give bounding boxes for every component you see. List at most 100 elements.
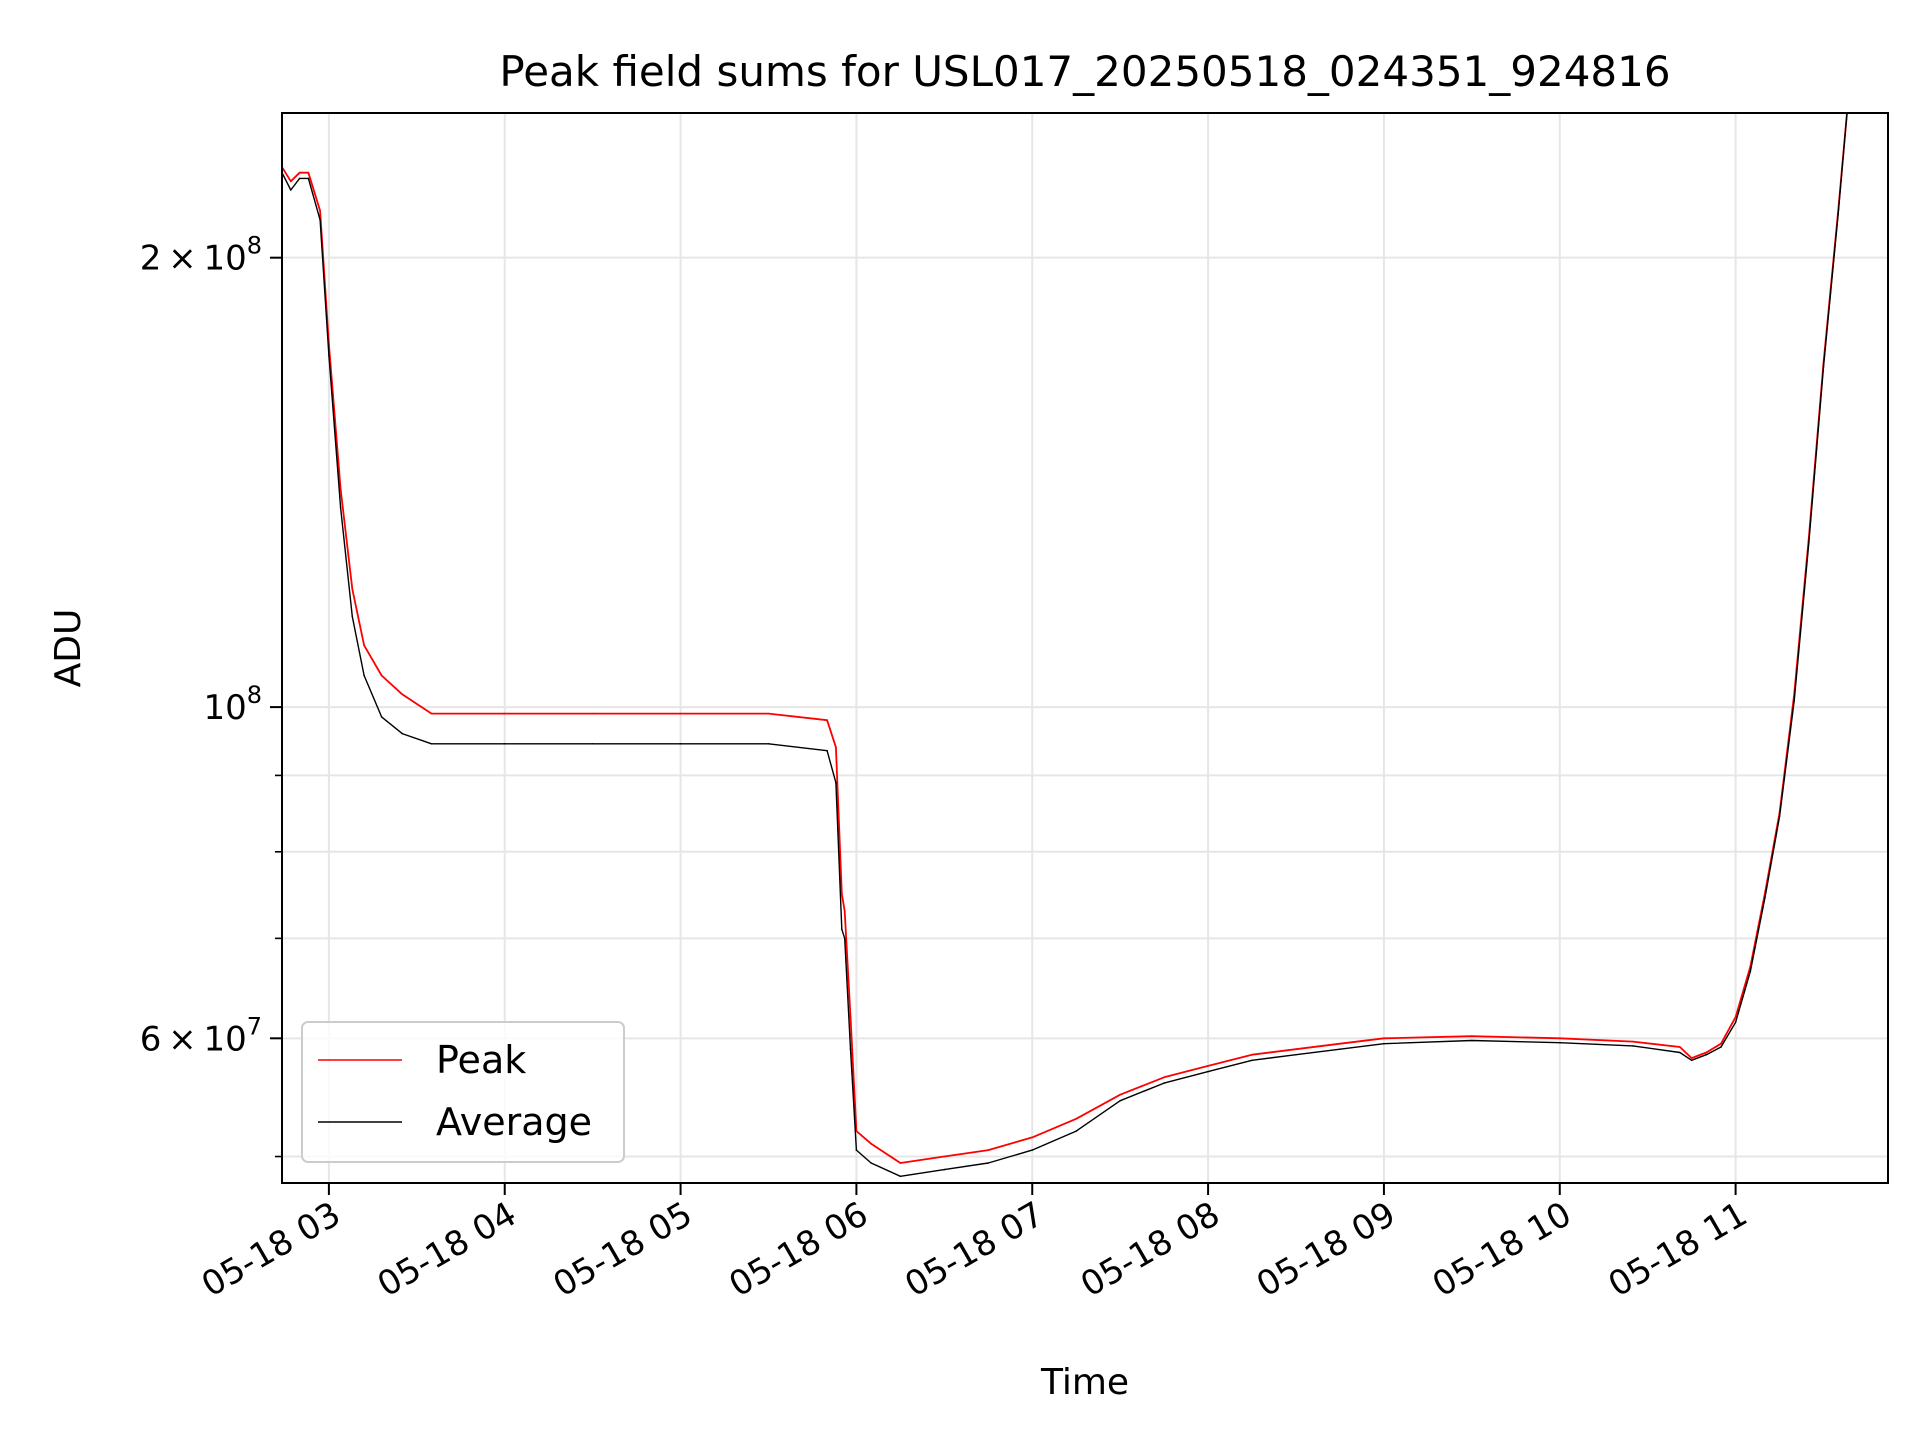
data-point-average bbox=[307, 177, 310, 180]
data-point-peak bbox=[363, 644, 365, 647]
data-point-average bbox=[855, 1149, 858, 1151]
data-point-peak bbox=[767, 712, 770, 715]
data-point-average bbox=[1383, 1042, 1385, 1045]
data-point-average bbox=[298, 177, 301, 180]
grid-layer bbox=[282, 113, 1888, 1183]
data-point-peak bbox=[1679, 1046, 1681, 1048]
data-point-average bbox=[401, 732, 404, 735]
data-point-peak bbox=[1031, 1136, 1033, 1139]
data-point-average bbox=[679, 743, 682, 745]
data-point-peak bbox=[1075, 1118, 1077, 1120]
legend: Peak Average bbox=[301, 1021, 625, 1163]
data-point-peak bbox=[1734, 1016, 1737, 1018]
data-point-average bbox=[1734, 1021, 1737, 1024]
plot-frame bbox=[281, 112, 1889, 1184]
data-point-average bbox=[899, 1175, 902, 1178]
legend-box bbox=[301, 1021, 625, 1163]
data-point-peak bbox=[591, 712, 594, 715]
data-point-average bbox=[1251, 1059, 1253, 1062]
data-point-peak bbox=[1471, 1035, 1473, 1037]
data-point-peak bbox=[1383, 1037, 1385, 1040]
y-tick-label: 2 × 108 bbox=[140, 232, 262, 279]
data-point-average bbox=[1119, 1099, 1121, 1102]
data-point-average bbox=[843, 937, 846, 940]
data-point-average bbox=[1837, 213, 1839, 215]
data-point-peak bbox=[1119, 1093, 1121, 1096]
data-point-average bbox=[1705, 1053, 1708, 1056]
data-point-average bbox=[1764, 897, 1766, 899]
data-point-peak bbox=[987, 1149, 990, 1151]
data-point-average bbox=[1559, 1041, 1561, 1044]
legend-label-peak: Peak bbox=[436, 1038, 526, 1082]
y-axis-label: ADU bbox=[48, 609, 89, 688]
data-point-average bbox=[826, 749, 828, 752]
data-point-average bbox=[943, 1168, 946, 1171]
data-point-average bbox=[987, 1162, 990, 1164]
data-point-peak bbox=[503, 712, 506, 715]
data-point-average bbox=[1207, 1070, 1209, 1073]
data-point-average bbox=[1720, 1046, 1722, 1048]
data-point-peak bbox=[380, 674, 383, 677]
data-point-average bbox=[1295, 1053, 1297, 1056]
data-point-average bbox=[1822, 366, 1825, 368]
data-point-average bbox=[328, 354, 330, 357]
data-point-peak bbox=[307, 171, 310, 174]
data-point-peak bbox=[826, 719, 828, 721]
data-point-average bbox=[363, 674, 365, 677]
data-point-average bbox=[1808, 541, 1810, 543]
y-tick-label: 108 bbox=[203, 681, 262, 728]
data-point-peak bbox=[1251, 1053, 1253, 1056]
data-point-average bbox=[591, 743, 594, 745]
data-point-average bbox=[319, 219, 321, 221]
legend-label-average: Average bbox=[436, 1100, 592, 1144]
data-point-average bbox=[380, 716, 383, 718]
data-point-average bbox=[1778, 815, 1781, 818]
data-point-average bbox=[430, 743, 433, 745]
data-point-average bbox=[767, 743, 770, 745]
data-point-peak bbox=[943, 1155, 946, 1158]
data-point-peak bbox=[1295, 1048, 1297, 1050]
data-point-peak bbox=[319, 210, 321, 212]
data-point-average bbox=[1632, 1045, 1634, 1047]
data-point-average bbox=[849, 1048, 852, 1050]
data-point-average bbox=[1075, 1130, 1077, 1132]
data-point-peak bbox=[339, 488, 342, 490]
data-point-peak bbox=[430, 712, 433, 715]
data-point-peak bbox=[298, 171, 301, 174]
data-point-peak bbox=[1705, 1051, 1708, 1054]
y-tick-label: 6 × 107 bbox=[140, 1012, 262, 1059]
data-layer bbox=[282, 113, 1848, 1178]
data-point-average bbox=[1471, 1039, 1473, 1042]
data-point-peak bbox=[679, 712, 682, 715]
data-point-average bbox=[339, 506, 342, 509]
x-axis-label: Time bbox=[1040, 1362, 1129, 1403]
data-point-peak bbox=[870, 1142, 872, 1145]
data-point-peak bbox=[1690, 1057, 1693, 1059]
data-point-average bbox=[835, 781, 837, 784]
data-point-average bbox=[1690, 1059, 1693, 1062]
data-point-peak bbox=[1339, 1042, 1341, 1045]
data-point-average bbox=[1339, 1048, 1341, 1050]
data-point-average bbox=[503, 743, 506, 745]
data-point-peak bbox=[849, 1016, 852, 1018]
data-point-average bbox=[1163, 1082, 1165, 1084]
data-point-peak bbox=[1559, 1037, 1561, 1040]
data-point-peak bbox=[841, 892, 843, 895]
chart-title: Peak field sums for USL017_20250518_0243… bbox=[499, 47, 1670, 96]
data-point-average bbox=[351, 615, 354, 618]
data-point-peak bbox=[1632, 1040, 1634, 1043]
data-point-peak bbox=[290, 180, 292, 183]
data-point-average bbox=[841, 928, 843, 930]
data-point-peak bbox=[1720, 1042, 1722, 1045]
data-point-peak bbox=[899, 1162, 902, 1164]
data-point-peak bbox=[401, 693, 404, 696]
data-point-average bbox=[1793, 699, 1795, 702]
data-point-average bbox=[870, 1162, 872, 1164]
data-point-peak bbox=[351, 588, 354, 590]
data-point-average bbox=[1749, 970, 1752, 973]
data-point-peak bbox=[843, 910, 846, 912]
data-point-peak bbox=[835, 746, 837, 748]
